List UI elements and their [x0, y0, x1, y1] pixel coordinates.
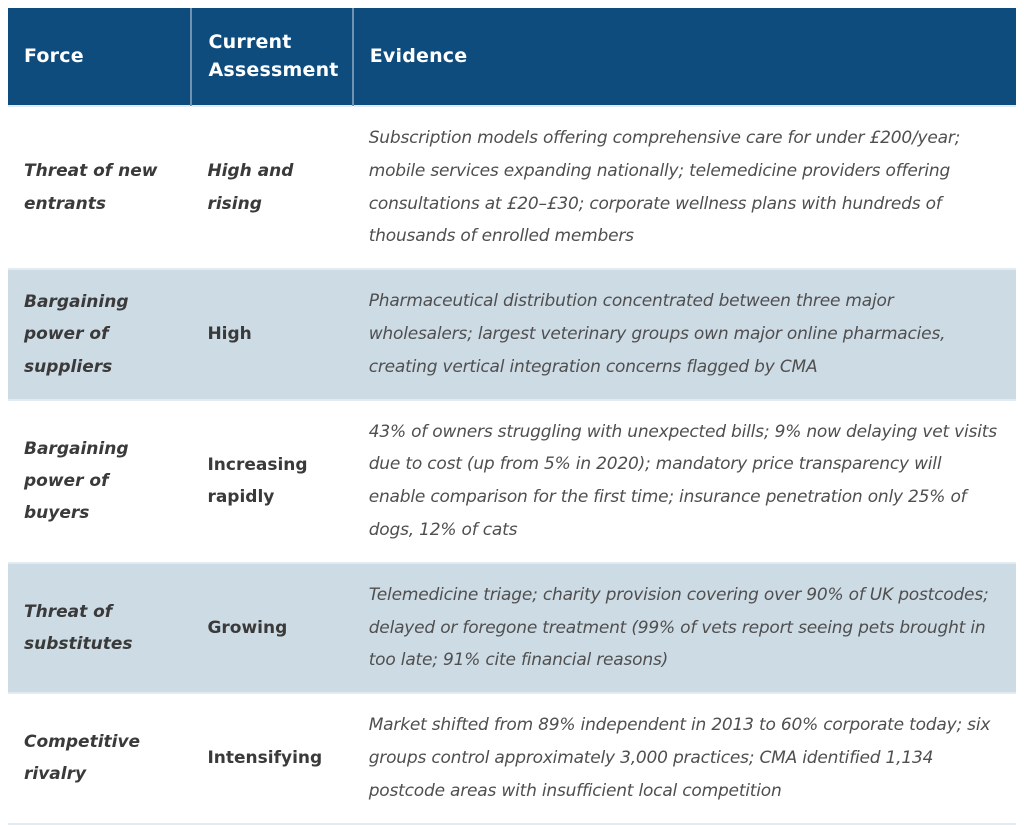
- column-header-evidence: Evidence: [351, 8, 1016, 107]
- assessment-cell: Intensifying: [207, 748, 323, 769]
- assessment-cell: High and rising: [207, 161, 294, 214]
- table-row: Threat of substitutes Growing Telemedici…: [8, 562, 1016, 694]
- evidence-cell: Pharmaceutical distribution concentrated…: [368, 291, 946, 377]
- assessment-cell: High: [207, 324, 252, 345]
- table-row: Threat of new entrants High and rising S…: [8, 106, 1016, 270]
- evidence-cell: 43% of owners struggling with unexpected…: [368, 421, 997, 541]
- column-header-assessment: Current Assessment: [190, 8, 353, 107]
- force-cell: Threat of new entrants: [24, 161, 158, 214]
- evidence-cell: Market shifted from 89% independent in 2…: [368, 715, 991, 801]
- force-cell: Bargaining power of buyers: [24, 438, 129, 524]
- five-forces-table: Force Current Assessment Evidence Threat…: [8, 8, 1016, 825]
- table-body: Threat of new entrants High and rising S…: [8, 106, 1016, 824]
- table-row: Bargaining power of suppliers High Pharm…: [8, 269, 1016, 400]
- header-row: Force Current Assessment Evidence: [8, 8, 1016, 107]
- force-cell: Competitive rivalry: [24, 732, 141, 785]
- evidence-cell: Subscription models offering comprehensi…: [368, 128, 961, 247]
- column-header-force: Force: [8, 8, 192, 107]
- page: Force Current Assessment Evidence Threat…: [8, 8, 1016, 825]
- assessment-cell: Growing: [207, 617, 288, 638]
- evidence-cell: Telemedicine triage; charity provision c…: [368, 584, 989, 671]
- assessment-cell: Increasing rapidly: [207, 454, 308, 508]
- force-cell: Threat of substitutes: [24, 601, 133, 655]
- table-header: Force Current Assessment Evidence: [8, 8, 1016, 107]
- force-cell: Bargaining power of suppliers: [24, 292, 129, 377]
- table-row: Bargaining power of buyers Increasing ra…: [8, 399, 1016, 563]
- table-row: Competitive rivalry Intensifying Market …: [8, 693, 1016, 824]
